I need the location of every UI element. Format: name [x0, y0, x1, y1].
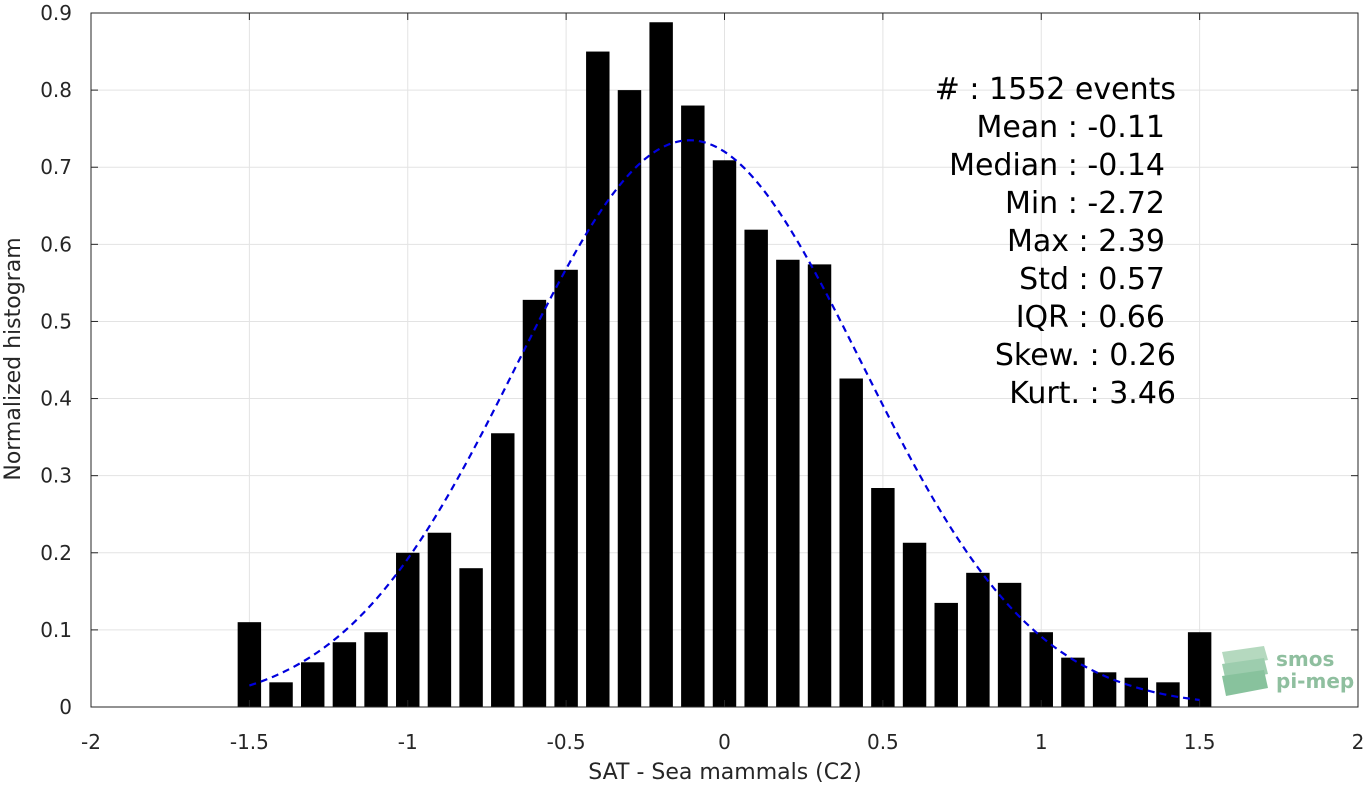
histogram-bar [871, 488, 895, 707]
x-tick-label: 0 [718, 730, 731, 754]
stats-line: Mean : -0.11 [976, 110, 1165, 145]
histogram-bar [712, 160, 737, 707]
stats-line: IQR : 0.66 [1016, 300, 1165, 335]
stats-line: Skew. : 0.26 [995, 338, 1176, 373]
y-axis-title: Normalized histogram [1, 237, 26, 480]
stats-line: # : 1552 events [935, 72, 1176, 107]
y-tick-label: 0.1 [40, 618, 72, 642]
histogram-bar [934, 602, 958, 707]
histogram-bar [491, 433, 515, 707]
stats-line: Median : -0.14 [949, 148, 1165, 183]
histogram-bar [1092, 672, 1117, 707]
histogram-bar [1187, 632, 1212, 707]
x-tick-label: -2 [81, 730, 101, 754]
histogram-bar [364, 632, 388, 707]
histogram-bars [237, 22, 1212, 708]
stats-line: Kurt. : 3.46 [1009, 376, 1176, 411]
histogram-bar [554, 269, 578, 707]
y-tick-label: 0 [59, 695, 72, 719]
histogram-bar [396, 552, 420, 707]
y-tick-label: 0.2 [40, 541, 72, 565]
y-tick-label: 0.4 [40, 387, 72, 411]
y-tick-label: 0.6 [40, 232, 72, 256]
histogram-bar [839, 378, 863, 707]
stats-line: Max : 2.39 [1007, 224, 1165, 259]
histogram-bar [617, 90, 642, 708]
x-tick-label: 1 [1035, 730, 1048, 754]
histogram-bar [1124, 677, 1148, 707]
histogram-bar [681, 105, 705, 708]
histogram-bar [997, 582, 1022, 707]
histogram-bar [1156, 682, 1180, 707]
smos-pimep-logo: smos pi-mep [1222, 646, 1354, 696]
x-tick-label: -0.5 [547, 730, 586, 754]
histogram-bar [332, 642, 357, 707]
histogram-bar [807, 264, 832, 707]
logo-wave-icon [1222, 646, 1268, 696]
y-tick-label: 0.5 [40, 309, 72, 333]
y-tick-label: 0.7 [40, 155, 72, 179]
x-tick-labels: -2 -1.5 -1 -0.5 0 0.5 1 1.5 2 [81, 730, 1364, 754]
x-tick-label: 1.5 [1184, 730, 1216, 754]
histogram-bar [902, 542, 927, 707]
x-tick-label: 2 [1352, 730, 1365, 754]
y-tick-label: 0.9 [40, 1, 72, 25]
histogram-bar [649, 22, 673, 707]
logo-text-smos: smos [1276, 647, 1334, 671]
stats-line: Min : -2.72 [1005, 186, 1165, 221]
histogram-bar [269, 682, 293, 707]
logo-text-pimep: pi-mep [1276, 669, 1354, 693]
stats-annotation: # : 1552 events Mean : -0.11 Median : -0… [935, 72, 1176, 411]
x-tick-label: -1 [398, 730, 418, 754]
x-tick-label: 0.5 [867, 730, 899, 754]
histogram-bar [459, 568, 483, 707]
histogram-bar [427, 532, 452, 707]
histogram-bar [744, 229, 768, 707]
axis-ticks [90, 12, 1359, 708]
histogram-bar [586, 51, 610, 708]
histogram-bar [966, 572, 990, 707]
y-tick-label: 0.3 [40, 464, 72, 488]
x-axis-title: SAT - Sea mammals (C2) [588, 760, 861, 785]
histogram-bar [301, 662, 325, 707]
x-tick-label: -1.5 [230, 730, 269, 754]
normal-fit-curve [249, 139, 1200, 702]
histogram-bar [237, 622, 262, 707]
y-tick-label: 0.8 [40, 78, 72, 102]
stats-line: Std : 0.57 [1019, 262, 1165, 297]
histogram-bar [522, 299, 547, 707]
histogram-bar [1061, 657, 1085, 707]
y-tick-labels: 0 0.1 0.2 0.3 0.4 0.5 0.6 0.7 0.8 0.9 [40, 1, 72, 719]
histogram-bar [776, 259, 800, 707]
histogram-bar [1029, 632, 1053, 707]
